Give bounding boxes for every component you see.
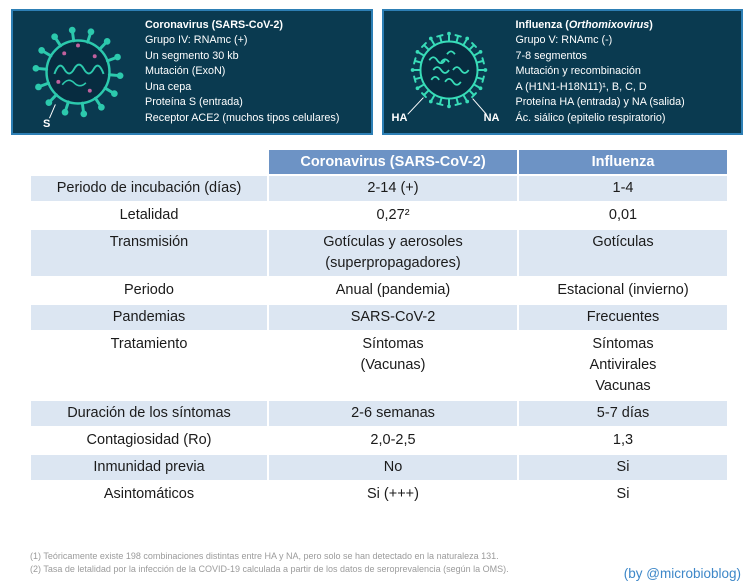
spike-na-label: NA (483, 112, 500, 124)
row-label: Periodo (31, 278, 267, 303)
influenza-value: 1,3 (519, 428, 727, 453)
coronavirus-value: 2,0-2,5 (269, 428, 517, 453)
influenza-value: 0,01 (519, 203, 727, 228)
influenza-value: Síntomas Antivirales Vacunas (519, 332, 727, 399)
panel-info-line: Grupo V: RNAmc (-) (515, 34, 613, 47)
coronavirus-panel: S Coronavirus (SARS-CoV-2) Grupo IV: RNA… (11, 9, 373, 135)
virus-panels: S Coronavirus (SARS-CoV-2) Grupo IV: RNA… (0, 0, 754, 135)
row-label: Inmunidad previa (31, 455, 267, 480)
influenza-value: Si (519, 482, 727, 507)
row-label: Letalidad (31, 203, 267, 228)
coronavirus-panel-text: Coronavirus (SARS-CoV-2) Grupo IV: RNAmc… (139, 18, 339, 126)
influenza-value: 1-4 (519, 176, 727, 201)
table-row: Contagiosidad (Ro) 2,0-2,5 1,3 (31, 428, 727, 453)
panel-info-line: Grupo IV: RNAmc (+) (145, 34, 248, 47)
header-coronavirus: Coronavirus (SARS-CoV-2) (269, 150, 517, 174)
table-row: Transmisión Gotículas y aerosoles (super… (31, 230, 727, 276)
table-row: Tratamiento Síntomas (Vacunas) Síntomas … (31, 332, 727, 399)
table-row: Pandemias SARS-CoV-2 Frecuentes (31, 305, 727, 330)
influenza-value: Si (519, 455, 727, 480)
row-label: Tratamiento (31, 332, 267, 399)
influenza-value: Estacional (invierno) (519, 278, 727, 303)
coronavirus-value: Gotículas y aerosoles (superpropagadores… (269, 230, 517, 276)
row-label: Pandemias (31, 305, 267, 330)
coronavirus-value: 0,27² (269, 203, 517, 228)
row-label: Contagiosidad (Ro) (31, 428, 267, 453)
footnotes: (1) Teóricamente existe 198 combinacione… (30, 550, 509, 575)
coronavirus-value: 2-14 (+) (269, 176, 517, 201)
panel-info-line: A (H1N1-H18N11)¹, B, C, D (515, 80, 647, 93)
coronavirus-value: No (269, 455, 517, 480)
influenza-illustration: HA NA (388, 13, 510, 131)
panel-info-line: Un segmento 30 kb (145, 49, 239, 62)
table-row: Inmunidad previa No Si (31, 455, 727, 480)
influenza-value: Frecuentes (519, 305, 727, 330)
coronavirus-value: Anual (pandemia) (269, 278, 517, 303)
table-row: Letalidad 0,27² 0,01 (31, 203, 727, 228)
coronavirus-value: Si (+++) (269, 482, 517, 507)
influenza-virion-icon (406, 31, 487, 115)
coronavirus-illustration: S (17, 13, 139, 131)
footnote-2: (2) Tasa de letalidad por la infección d… (30, 563, 509, 574)
coronavirus-value: 2-6 semanas (269, 401, 517, 426)
influenza-value: Gotículas (519, 230, 727, 276)
row-label: Transmisión (31, 230, 267, 276)
coronavirus-value: SARS-CoV-2 (269, 305, 517, 330)
panel-info-line: Mutación y recombinación (515, 65, 641, 78)
row-label: Duración de los síntomas (31, 401, 267, 426)
influenza-panel-title: Influenza (Orthomixovirus) (515, 19, 653, 32)
panel-info-line: Mutación (ExoN) (145, 65, 226, 78)
header-empty-cell (31, 150, 267, 174)
influenza-panel: HA NA Influenza (Orthomixovirus) Grupo V… (381, 9, 743, 135)
coronavirus-value: Síntomas (Vacunas) (269, 332, 517, 399)
table-row: Periodo Anual (pandemia) Estacional (inv… (31, 278, 727, 303)
table-row: Asintomáticos Si (+++) Si (31, 482, 727, 507)
panel-info-line: Una cepa (145, 80, 192, 93)
row-label: Periodo de incubación (días) (31, 176, 267, 201)
comparison-table: Coronavirus (SARS-CoV-2) Influenza Perio… (29, 148, 729, 509)
coronavirus-virion-icon (32, 26, 124, 119)
table-header-row: Coronavirus (SARS-CoV-2) Influenza (31, 150, 727, 174)
footnote-1: (1) Teóricamente existe 198 combinacione… (30, 551, 499, 561)
panel-info-line: Receptor ACE2 (muchos tipos celulares) (145, 111, 340, 124)
influenza-panel-text: Influenza (Orthomixovirus) Grupo V: RNAm… (510, 18, 685, 126)
coronavirus-panel-title: Coronavirus (SARS-CoV-2) (145, 19, 283, 32)
panel-info-line: Ác. siálico (epitelio respiratorio) (515, 111, 666, 124)
header-influenza: Influenza (519, 150, 727, 174)
spike-ha-label: HA (391, 112, 408, 124)
panel-info-line: 7-8 segmentos (515, 49, 587, 62)
panel-info-line: Proteína S (entrada) (145, 96, 243, 109)
table-row: Periodo de incubación (días) 2-14 (+) 1-… (31, 176, 727, 201)
author-credit: (by @microbioblog) (623, 566, 741, 581)
influenza-value: 5-7 días (519, 401, 727, 426)
row-label: Asintomáticos (31, 482, 267, 507)
panel-info-line: Proteína HA (entrada) y NA (salida) (515, 96, 685, 109)
table-row: Duración de los síntomas 2-6 semanas 5-7… (31, 401, 727, 426)
spike-s-label: S (43, 118, 51, 130)
